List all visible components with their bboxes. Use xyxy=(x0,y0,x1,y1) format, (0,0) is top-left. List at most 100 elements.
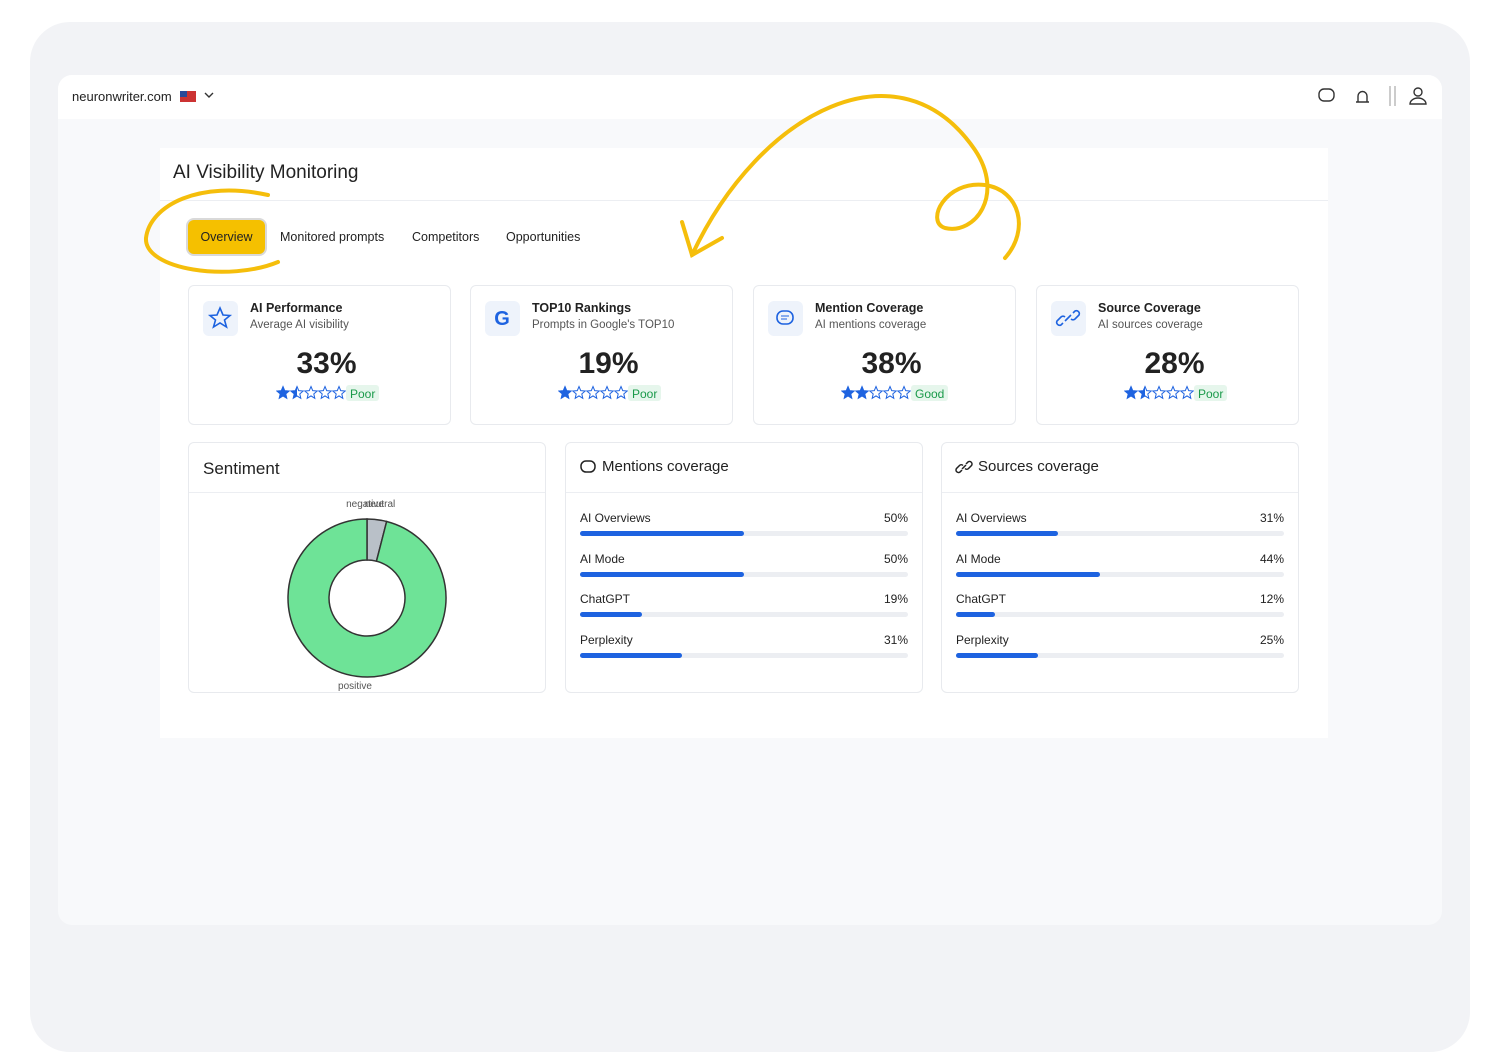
row-value: 12% xyxy=(1260,592,1284,606)
star xyxy=(305,387,317,399)
tab[interactable]: Monitored prompts xyxy=(280,230,384,244)
row-value: 19% xyxy=(884,592,908,606)
star xyxy=(333,387,345,399)
star xyxy=(898,387,910,399)
rating: Poor xyxy=(1198,387,1223,401)
rating-badge: Poor xyxy=(1194,385,1227,401)
rating-badge: Poor xyxy=(628,385,661,401)
rating-badge: Poor xyxy=(346,385,379,401)
star-rating xyxy=(277,387,345,399)
star xyxy=(277,387,289,399)
metric-subtitle: Average AI visibility xyxy=(250,319,349,331)
row-value: 50% xyxy=(884,511,908,525)
donut-slice xyxy=(288,519,446,677)
row-value: 31% xyxy=(884,633,908,647)
card-icon xyxy=(955,458,973,476)
metric-icon: G xyxy=(485,301,520,336)
star xyxy=(559,387,571,399)
metric-subtitle: AI mentions coverage xyxy=(815,319,926,331)
row-value: 50% xyxy=(884,552,908,566)
row-value: 31% xyxy=(1260,511,1284,525)
metric-card: AI PerformanceAverage AI visibility33%Po… xyxy=(188,285,451,425)
stars xyxy=(841,385,913,401)
bar xyxy=(580,612,642,617)
star xyxy=(319,387,331,399)
card-title: Sources coverage xyxy=(978,458,1099,475)
star xyxy=(1153,387,1165,399)
svg-text:G: G xyxy=(494,308,510,330)
row-label: ChatGPT xyxy=(956,592,1006,606)
metric-card: Mention CoverageAI mentions coverage38%G… xyxy=(753,285,1016,425)
bar-track xyxy=(956,612,1284,617)
metric-value: 28% xyxy=(1037,347,1312,381)
star xyxy=(1167,387,1179,399)
star xyxy=(1181,387,1193,399)
star xyxy=(870,387,882,399)
card-title: Mentions coverage xyxy=(602,458,729,475)
stars xyxy=(276,385,348,401)
rating: Good xyxy=(915,387,944,401)
icon xyxy=(579,458,597,476)
row-value: 44% xyxy=(1260,552,1284,566)
star xyxy=(587,387,599,399)
metric-title: AI Performance xyxy=(250,301,342,315)
metric-subtitle: AI sources coverage xyxy=(1098,319,1203,331)
bar xyxy=(580,653,682,658)
row-label: ChatGPT xyxy=(580,592,630,606)
row-label: AI Overviews xyxy=(956,511,1027,525)
icon xyxy=(1051,301,1086,336)
card-title: Sentiment xyxy=(203,459,280,479)
metric-card: Source CoverageAI sources coverage28%Poo… xyxy=(1036,285,1299,425)
star xyxy=(884,387,896,399)
icon: G xyxy=(485,301,520,336)
slice-label: neutral xyxy=(365,499,396,510)
tab[interactable]: Opportunities xyxy=(506,230,580,244)
row-label: Perplexity xyxy=(580,633,633,647)
star-rating xyxy=(559,387,627,399)
metric-title: Mention Coverage xyxy=(815,301,923,315)
metric-title: TOP10 Rankings xyxy=(532,301,631,315)
icon xyxy=(768,301,803,336)
bar xyxy=(956,612,995,617)
rating: Poor xyxy=(632,387,657,401)
row-label: AI Mode xyxy=(580,552,625,566)
card-icon xyxy=(579,458,597,476)
stars xyxy=(558,385,630,401)
icon xyxy=(955,458,973,476)
metric-card: GTOP10 RankingsPrompts in Google's TOP10… xyxy=(470,285,733,425)
bar xyxy=(956,531,1058,536)
divider xyxy=(942,492,1298,493)
content: neuronwriter.com AI Visibility Monitoring… xyxy=(0,0,1500,1025)
bar xyxy=(580,531,744,536)
sentiment-card: Sentiment negativeneutralpositive xyxy=(188,442,546,693)
donut-chart: negativeneutralpositive xyxy=(189,493,545,693)
page: neuronwriter.com AI Visibility Monitoring… xyxy=(0,0,1500,1025)
page-title: AI Visibility Monitoring xyxy=(173,162,359,184)
tab-active[interactable]: Overview xyxy=(188,220,265,254)
metric-title: Source Coverage xyxy=(1098,301,1201,315)
mentions-card: Mentions coverageAI Overviews50%AI Mode5… xyxy=(565,442,923,693)
row-label: Perplexity xyxy=(956,633,1009,647)
tab-label: Overview xyxy=(188,230,265,244)
bar xyxy=(580,572,744,577)
metric-value: 33% xyxy=(189,347,464,381)
divider xyxy=(160,200,1328,201)
divider xyxy=(566,492,922,493)
star-rating xyxy=(1125,387,1193,399)
star xyxy=(856,387,868,399)
star xyxy=(842,387,854,399)
bar xyxy=(956,572,1100,577)
rating-badge: Good xyxy=(911,385,948,401)
sources-card: Sources coverage AI Overviews 31% AI Mode 44… xyxy=(941,442,1299,693)
star xyxy=(615,387,627,399)
star xyxy=(1125,387,1137,399)
tab[interactable]: Competitors xyxy=(412,230,479,244)
icon xyxy=(203,301,238,336)
row-label: AI Mode xyxy=(956,552,1001,566)
metric-icon xyxy=(203,301,238,336)
metric-value: 19% xyxy=(471,347,746,381)
metric-value: 38% xyxy=(754,347,1029,381)
site-name: neuronwriter.com xyxy=(72,89,172,104)
bar xyxy=(956,653,1038,658)
star-rating xyxy=(842,387,910,399)
